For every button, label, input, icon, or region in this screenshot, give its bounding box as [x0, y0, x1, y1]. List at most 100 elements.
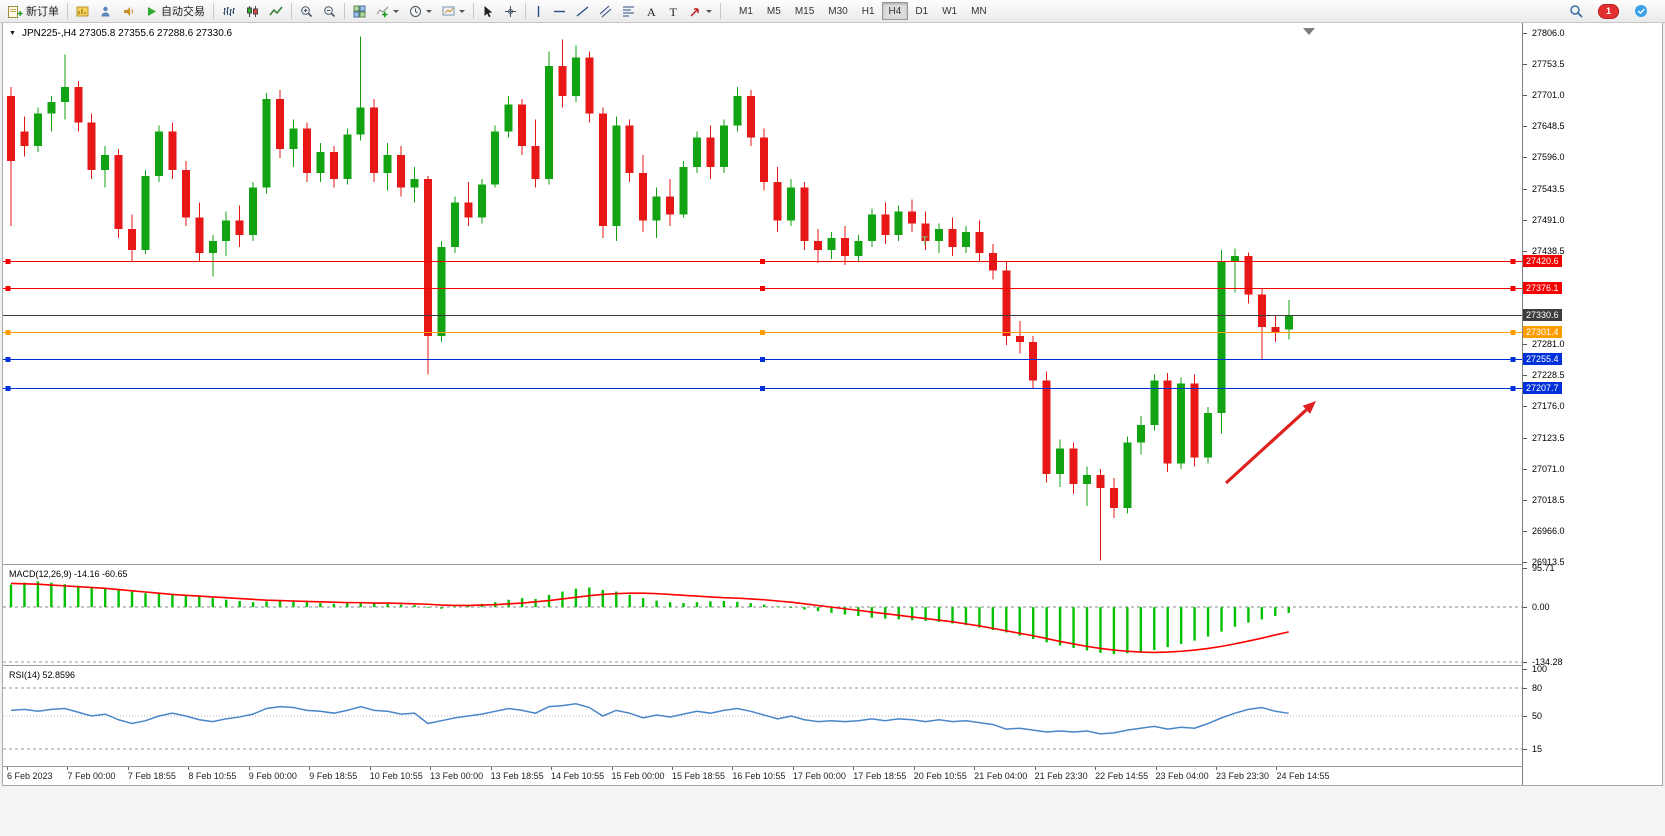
time-axis-label: 6 Feb 2023 [7, 771, 53, 781]
candlestick [948, 217, 957, 256]
horizontal-line-object[interactable] [3, 357, 1522, 362]
price-tick-label: 27543.5 [1532, 183, 1565, 194]
time-tickmark [671, 767, 673, 770]
price-tick-label: 27071.0 [1532, 463, 1565, 474]
macd-canvas[interactable] [3, 565, 1522, 665]
new-chart-button[interactable] [71, 1, 94, 21]
horizontal-line-object[interactable] [3, 386, 1522, 391]
candlestick [504, 95, 513, 138]
price-line-tag[interactable]: 27376.1 [1523, 281, 1562, 294]
periods-button[interactable] [404, 1, 437, 21]
price-line-tag[interactable]: 27207.7 [1523, 381, 1562, 394]
time-axis-label: 7 Feb 00:00 [67, 771, 116, 781]
dropdown-caret-icon [393, 9, 399, 13]
crosshair-button[interactable] [499, 1, 522, 21]
price-line-tag[interactable]: 27301.4 [1523, 326, 1562, 339]
text-annotation[interactable]: T [921, 234, 929, 248]
rsi-canvas[interactable] [3, 666, 1522, 766]
candlestick [612, 116, 621, 242]
profiles-button[interactable] [94, 1, 117, 21]
candlestick [356, 36, 365, 141]
candlestick [787, 178, 796, 227]
price-tick-label: 26913.5 [1532, 557, 1565, 567]
price-tickmark [1523, 250, 1527, 252]
alerts-button[interactable] [117, 1, 140, 21]
search-button[interactable] [1564, 1, 1588, 21]
price-tickmark [1523, 64, 1527, 66]
timeframe-m5-button[interactable]: M5 [760, 2, 788, 20]
timeframe-m15-button[interactable]: M15 [788, 2, 821, 20]
toolbar-separator [473, 3, 474, 19]
toolbar-separator [291, 3, 292, 19]
panel-divider[interactable] [3, 665, 1662, 666]
candlestick [60, 54, 69, 120]
timeframe-m1-button[interactable]: M1 [732, 2, 760, 20]
new-chart-icon [76, 6, 89, 16]
candlestick [935, 223, 944, 253]
line-chart-button[interactable] [264, 1, 288, 21]
zoom-out-button[interactable] [318, 1, 341, 21]
vertical-line-button[interactable] [529, 1, 548, 21]
timeframe-h1-button[interactable]: H1 [855, 2, 882, 20]
candlestick [477, 178, 486, 224]
main-toolbar: 新订单 自动交易 [0, 0, 1665, 23]
price-tick-label: 27491.0 [1532, 214, 1565, 225]
candlestick [1069, 442, 1078, 495]
candlestick [1284, 299, 1293, 340]
time-axis[interactable]: 6 Feb 2023 7 Feb 00:00 7 Feb 18:55 8 Feb 10… [3, 767, 1522, 785]
fibonacci-button[interactable] [617, 1, 640, 21]
candlestick [1015, 321, 1024, 354]
candlestick-chart-button[interactable] [241, 1, 264, 21]
community-button[interactable] [1629, 1, 1654, 21]
channel-icon [599, 5, 612, 17]
price-line-tag[interactable]: 27420.6 [1523, 255, 1562, 268]
channel-button[interactable] [594, 1, 617, 21]
timeframe-d1-button[interactable]: D1 [908, 2, 935, 20]
price-tickmark [1523, 126, 1527, 128]
candlestick [679, 161, 688, 218]
cursor-button[interactable] [477, 1, 499, 21]
candlestick [1029, 335, 1038, 390]
trendline-button[interactable] [571, 1, 594, 21]
horizontal-line-object[interactable] [3, 330, 1522, 335]
time-tickmark [1155, 767, 1157, 770]
price-axis[interactable]: 27806.0 27753.5 27701.0 27648.5 27596.0 27543… [1522, 23, 1662, 785]
toolbar-separator [67, 3, 68, 19]
time-axis-label: 13 Feb 18:55 [490, 771, 544, 781]
arrows-button[interactable] [684, 1, 717, 21]
timeframe-m30-button[interactable]: M30 [821, 2, 854, 20]
candlestick [1042, 371, 1051, 483]
price-tick-label: 27281.0 [1532, 339, 1565, 350]
horizontal-line-button[interactable] [548, 1, 571, 21]
timeframe-w1-button[interactable]: W1 [935, 2, 964, 20]
time-tickmark [792, 767, 794, 770]
candlestick [1002, 261, 1011, 345]
horizontal-line-object[interactable] [3, 259, 1522, 264]
trend-arrow-annotation[interactable] [1224, 401, 1316, 485]
panel-divider[interactable] [3, 564, 1662, 565]
bar-chart-button[interactable] [217, 1, 241, 21]
chart-shift-marker[interactable] [1303, 28, 1315, 35]
tile-windows-button[interactable] [348, 1, 371, 21]
new-order-button[interactable]: 新订单 [3, 1, 64, 21]
notification-badge[interactable]: 1 [1598, 3, 1619, 19]
text-label-button[interactable]: T [662, 1, 684, 21]
panel-divider[interactable] [3, 766, 1662, 767]
zoom-in-button[interactable] [295, 1, 318, 21]
collapse-arrow-icon[interactable]: ▼ [9, 30, 16, 37]
templates-button[interactable] [437, 1, 470, 21]
toolbar-right-group: 1 [1564, 1, 1662, 21]
timeframe-h4-button[interactable]: H4 [881, 2, 909, 20]
text-button[interactable]: A [640, 1, 662, 21]
price-chart-canvas[interactable]: T [3, 25, 1522, 564]
rsi-tickmark [1523, 748, 1527, 750]
candlestick [1109, 478, 1118, 518]
time-tickmark [248, 767, 250, 770]
timeframe-mn-button[interactable]: MN [964, 2, 994, 20]
autotrading-button[interactable]: 自动交易 [140, 1, 210, 21]
price-line-tag[interactable]: 27255.4 [1523, 353, 1562, 366]
indicators-button[interactable] [371, 1, 404, 21]
svg-text:T: T [670, 5, 678, 18]
candlestick [733, 86, 742, 132]
horizontal-line-object[interactable] [3, 286, 1522, 291]
